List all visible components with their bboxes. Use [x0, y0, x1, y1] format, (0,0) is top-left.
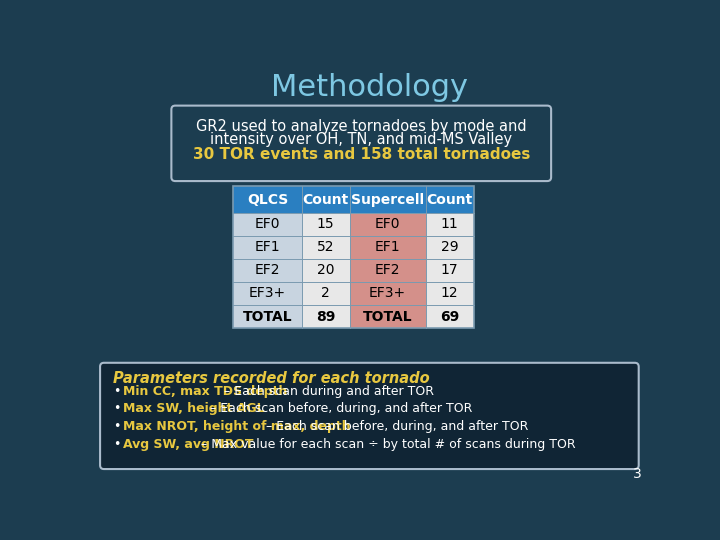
Text: intensity over OH, TN, and mid-MS Valley: intensity over OH, TN, and mid-MS Valley — [210, 132, 513, 147]
Text: EF3+: EF3+ — [249, 287, 286, 300]
Bar — [233, 213, 302, 236]
Text: EF3+: EF3+ — [369, 287, 406, 300]
Text: Methodology: Methodology — [271, 73, 467, 103]
Bar — [426, 213, 474, 236]
Text: TOTAL: TOTAL — [363, 309, 413, 323]
Bar — [233, 186, 474, 328]
Bar — [350, 282, 426, 305]
Text: Avg SW, avg NROT: Avg SW, avg NROT — [122, 438, 253, 451]
Text: – Each scan during and after TOR: – Each scan during and after TOR — [220, 385, 434, 398]
Text: Max NROT, height of max, depth: Max NROT, height of max, depth — [122, 420, 350, 433]
Bar — [426, 259, 474, 282]
Text: QLCS: QLCS — [247, 193, 288, 206]
Bar — [302, 236, 350, 259]
Text: 12: 12 — [441, 287, 459, 300]
Text: 30 TOR events and 158 total tornadoes: 30 TOR events and 158 total tornadoes — [192, 147, 530, 161]
Text: Supercell: Supercell — [351, 193, 424, 206]
Text: – Each scan before, during, and after TOR: – Each scan before, during, and after TO… — [206, 402, 472, 415]
Text: 11: 11 — [441, 217, 459, 231]
Text: Parameters recorded for each tornado: Parameters recorded for each tornado — [113, 370, 430, 386]
Text: – Max value for each scan ÷ by total # of scans during TOR: – Max value for each scan ÷ by total # o… — [197, 438, 575, 451]
Bar — [233, 236, 302, 259]
Bar — [302, 213, 350, 236]
Text: Min CC, max TDS depth: Min CC, max TDS depth — [122, 385, 287, 398]
Bar — [233, 186, 474, 213]
Text: TOTAL: TOTAL — [243, 309, 292, 323]
Text: Count: Count — [426, 193, 473, 206]
Bar — [233, 305, 302, 328]
Text: 69: 69 — [440, 309, 459, 323]
Bar — [426, 305, 474, 328]
Text: EF1: EF1 — [375, 240, 400, 254]
FancyBboxPatch shape — [100, 363, 639, 469]
Bar — [233, 282, 302, 305]
Bar — [350, 236, 426, 259]
Text: Max SW, height AGL: Max SW, height AGL — [122, 402, 264, 415]
Bar — [233, 259, 302, 282]
Text: 89: 89 — [316, 309, 336, 323]
Text: – Each scan before, during, and after TOR: – Each scan before, during, and after TO… — [262, 420, 528, 433]
Text: EF2: EF2 — [375, 264, 400, 278]
Bar — [302, 282, 350, 305]
Text: GR2 used to analyze tornadoes by mode and: GR2 used to analyze tornadoes by mode an… — [196, 119, 526, 134]
Text: 3: 3 — [633, 468, 642, 482]
Bar — [350, 259, 426, 282]
Text: •: • — [113, 402, 121, 415]
Bar — [426, 282, 474, 305]
Text: 29: 29 — [441, 240, 459, 254]
Text: •: • — [113, 385, 121, 398]
Bar — [302, 305, 350, 328]
FancyBboxPatch shape — [171, 106, 551, 181]
Bar — [350, 213, 426, 236]
Text: Count: Count — [302, 193, 348, 206]
Text: 52: 52 — [317, 240, 334, 254]
Bar — [350, 305, 426, 328]
Text: •: • — [113, 438, 121, 451]
Bar — [302, 259, 350, 282]
Text: 15: 15 — [317, 217, 334, 231]
Bar — [426, 236, 474, 259]
Text: EF1: EF1 — [255, 240, 280, 254]
Text: EF0: EF0 — [375, 217, 400, 231]
Text: 20: 20 — [317, 264, 334, 278]
Text: 2: 2 — [321, 287, 330, 300]
Text: EF2: EF2 — [255, 264, 280, 278]
Text: 17: 17 — [441, 264, 459, 278]
Text: EF0: EF0 — [255, 217, 280, 231]
Text: •: • — [113, 420, 121, 433]
